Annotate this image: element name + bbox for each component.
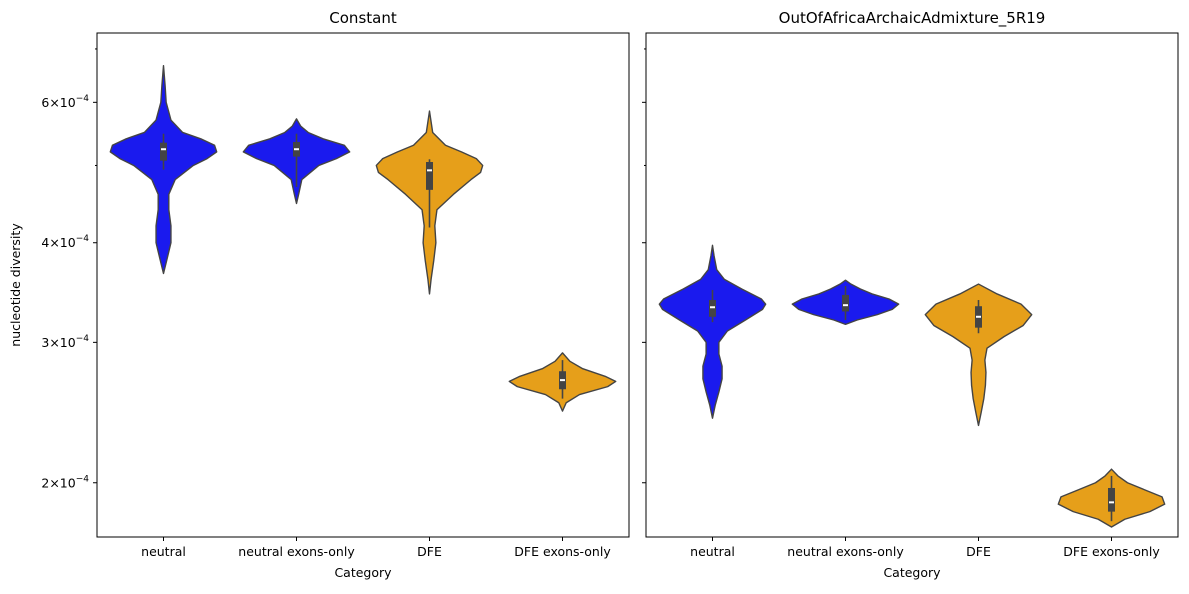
x-tick-label: DFE <box>966 544 991 559</box>
y-tick-label: 3×10−4 <box>41 334 89 350</box>
x-tick-label: neutral <box>690 544 735 559</box>
violin-DFE <box>924 283 1033 427</box>
iqr-box <box>160 142 167 161</box>
iqr-box <box>426 162 433 190</box>
chart-panel-1: 2×10−4 3×10−4 4×10−4 6×10−4 neutral neutral e… <box>8 9 630 580</box>
x-tick-label: DFE <box>417 544 442 559</box>
panel-title: OutOfAfricaArchaicAdmixture_5R19 <box>779 9 1046 28</box>
plot-frame <box>96 32 630 538</box>
y-axis-label: nucleotide diversity <box>8 223 23 347</box>
y-tick-label: 2×10−4 <box>41 474 89 490</box>
y-tick-label: 4×10−4 <box>41 234 89 250</box>
x-tick-label: neutral exons-only <box>787 544 904 559</box>
x-axis-label: Category <box>883 565 941 580</box>
iqr-box <box>842 294 849 312</box>
iqr-box <box>1108 487 1115 512</box>
x-tick-label: neutral <box>141 544 186 559</box>
iqr-box <box>709 300 716 317</box>
x-axis-label: Category <box>334 565 392 580</box>
plot-frame <box>645 32 1179 538</box>
x-tick-label: DFE exons-only <box>514 544 611 559</box>
panel-title: Constant <box>329 9 397 27</box>
x-tick-label: DFE exons-only <box>1063 544 1160 559</box>
y-tick-label: 6×10−4 <box>41 94 89 110</box>
violin-neutral <box>658 244 767 419</box>
chart-panel-2: neutral neutral exons-only DFE DFE exons-on… <box>642 9 1179 580</box>
x-tick-label: neutral exons-only <box>238 544 355 559</box>
